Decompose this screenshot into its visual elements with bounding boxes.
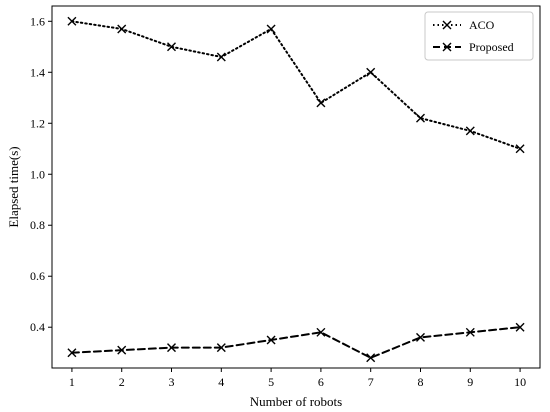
- data-point-proposed: [216, 343, 226, 353]
- x-tick-label: 7: [368, 375, 374, 389]
- data-point-aco: [415, 113, 425, 123]
- data-point-aco: [366, 67, 376, 77]
- data-point-proposed: [366, 353, 376, 363]
- data-point-aco: [266, 24, 276, 34]
- x-tick-label: 6: [318, 375, 324, 389]
- legend-label-aco: ACO: [469, 18, 495, 32]
- plot-area: [51, 5, 541, 369]
- data-point-proposed: [117, 345, 127, 355]
- data-point-aco: [216, 52, 226, 62]
- x-tick-label: 8: [417, 375, 423, 389]
- y-tick-label: 0.6: [30, 269, 45, 283]
- y-tick-label: 1.0: [30, 167, 45, 181]
- data-point-aco: [67, 16, 77, 26]
- x-tick-label: 3: [169, 375, 175, 389]
- legend-label-proposed: Proposed: [469, 40, 514, 54]
- y-tick-label: 1.2: [30, 116, 45, 130]
- series-line-aco: [70, 20, 522, 150]
- data-point-proposed: [266, 335, 276, 345]
- data-point-aco: [515, 144, 525, 154]
- y-tick-label: 1.6: [30, 14, 45, 28]
- y-axis-ticks: 0.4 0.6 0.8 1.0 1.2 1.4 1.6: [30, 14, 52, 334]
- data-point-aco: [167, 42, 177, 52]
- y-axis-label: Elapsed time(s): [6, 146, 21, 227]
- data-point-proposed: [67, 348, 77, 358]
- x-tick-label: 5: [268, 375, 274, 389]
- data-point-proposed: [167, 343, 177, 353]
- series-line-proposed: [70, 326, 522, 359]
- y-tick-label: 0.4: [30, 320, 45, 334]
- data-point-proposed: [415, 332, 425, 342]
- series-group: [67, 16, 525, 363]
- data-point-proposed: [316, 327, 326, 337]
- x-tick-label: 2: [119, 375, 125, 389]
- legend-marker-aco: [442, 20, 452, 30]
- x-axis-label: Number of robots: [250, 394, 342, 409]
- x-tick-label: 9: [467, 375, 473, 389]
- data-point-proposed: [465, 327, 475, 337]
- x-tick-label: 10: [514, 375, 526, 389]
- legend: ACO Proposed: [424, 11, 534, 61]
- x-axis-ticks: 1 2 3 4 5 6 7 8 9 10: [69, 368, 526, 389]
- data-point-aco: [465, 126, 475, 136]
- data-point-aco: [316, 98, 326, 108]
- data-point-proposed: [515, 322, 525, 332]
- y-tick-label: 1.4: [30, 65, 45, 79]
- plot-frame: [51, 5, 541, 369]
- y-tick-label: 0.8: [30, 218, 45, 232]
- data-point-aco: [117, 24, 127, 34]
- legend-marker-proposed: [442, 42, 452, 52]
- x-tick-label: 4: [218, 375, 224, 389]
- x-tick-label: 1: [69, 375, 75, 389]
